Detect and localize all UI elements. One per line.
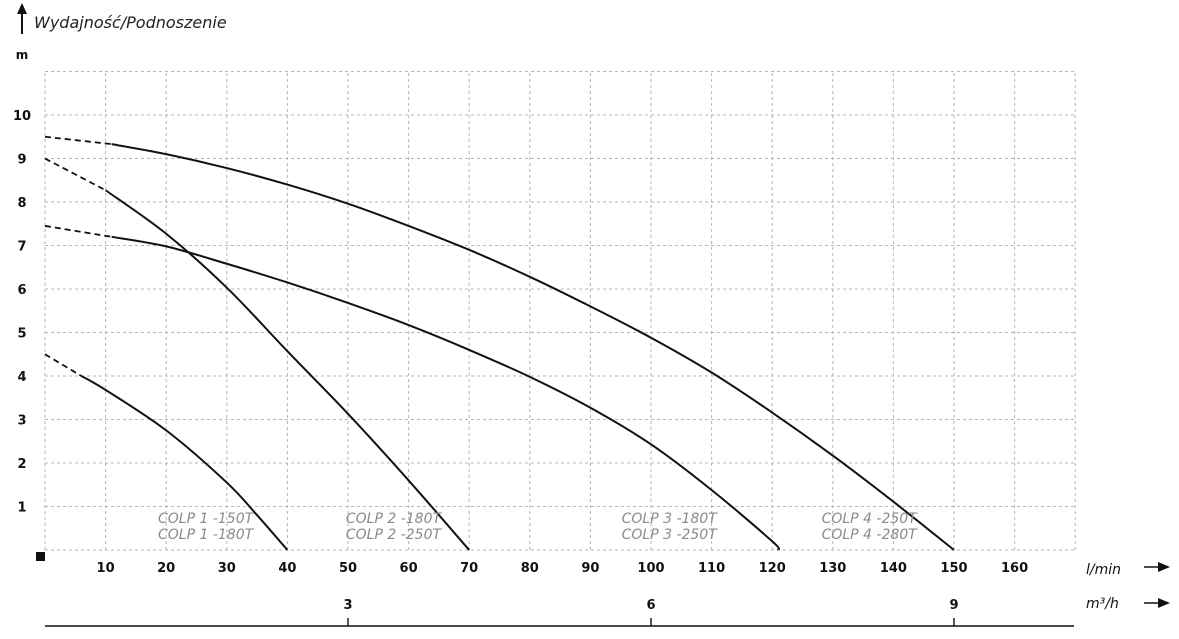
x-tick-label: 80 [521, 561, 539, 576]
x2-axis-arrow-icon [1144, 598, 1170, 608]
x-tick-label: 40 [278, 561, 296, 576]
series-4-dashed-segment [44, 135, 112, 146]
y-axis-arrow-icon [17, 3, 27, 34]
x-tick-label: 100 [637, 561, 664, 576]
x-tick-label: 10 [97, 561, 115, 576]
curve-label: COLP 3 -180T [622, 511, 719, 527]
x-tick-label: 60 [400, 561, 418, 576]
curve-label: COLP 4 -280T [822, 527, 919, 543]
x-axis-arrow-icon [1144, 562, 1170, 572]
x2-tick-label: 6 [646, 598, 655, 613]
y-tick-label: 2 [17, 457, 26, 472]
x2-axis-label: m³/h [1086, 596, 1119, 612]
x2-tick-label: 9 [949, 598, 958, 613]
x-tick-label: 140 [880, 561, 907, 576]
origin-marker [36, 552, 45, 561]
y-axis-unit: m [16, 48, 29, 62]
x-tick-labels: 10 20 30 40 50 60 70 80 90 100 110 120 130 140 150 160 [97, 561, 1029, 576]
x-tick-label: 30 [218, 561, 236, 576]
x-tick-label: 20 [157, 561, 175, 576]
y-tick-label: 3 [17, 414, 26, 429]
x-tick-label: 130 [819, 561, 846, 576]
y-tick-label: 8 [17, 196, 26, 211]
x-tick-label: 90 [581, 561, 599, 576]
grid [44, 71, 1076, 551]
y-tick-label: 10 [13, 109, 31, 124]
y-tick-label: 9 [17, 153, 26, 168]
series-3-dashed-segment [44, 225, 112, 238]
series-3-line [111, 235, 781, 551]
x-tick-label: 50 [339, 561, 357, 576]
curve-label: COLP 3 -250T [622, 527, 719, 543]
y-tick-label: 5 [17, 327, 26, 342]
curve-label: COLP 1 -180T [158, 527, 255, 543]
x-tick-label: 150 [940, 561, 967, 576]
x-tick-label: 160 [1001, 561, 1028, 576]
curve-label: COLP 2 -180T [346, 511, 443, 527]
y-tick-label: 4 [17, 370, 26, 385]
curve-label: COLP 1 -150T [158, 511, 255, 527]
pump-curves [44, 135, 955, 551]
x-tick-label: 120 [759, 561, 786, 576]
x-tick-label: 70 [460, 561, 478, 576]
curve-label: COLP 2 -250T [346, 527, 443, 543]
y-tick-labels: 1 2 3 4 5 6 7 8 9 10 [13, 109, 31, 516]
series-4-line [111, 143, 955, 551]
series-1-line [80, 375, 289, 551]
x-tick-label: 110 [698, 561, 725, 576]
y-tick-label: 7 [17, 240, 26, 255]
series-1-dashed-segment [44, 353, 82, 377]
series-2-line [105, 189, 470, 551]
chart-title: Wydajność/Podnoszenie [34, 13, 227, 32]
x2-tick-label: 3 [343, 598, 352, 613]
x-axis-label: l/min [1086, 562, 1121, 578]
y-tick-label: 1 [17, 501, 26, 516]
x2-tick-labels: 3 6 9 [343, 598, 959, 626]
series-2-dashed-segment [44, 157, 107, 192]
curve-label: COLP 4 -250T [822, 511, 919, 527]
y-tick-label: 6 [17, 283, 26, 298]
